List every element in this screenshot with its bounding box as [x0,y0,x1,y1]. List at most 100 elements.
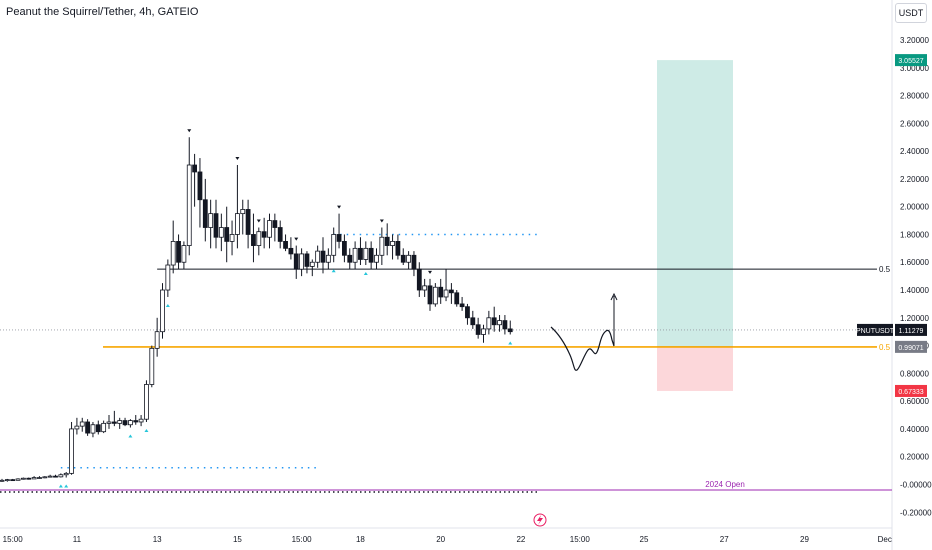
candle [106,421,112,424]
price-tag-label: 0.67333 [898,389,923,396]
candle [491,317,497,326]
x-tick-label: 22 [516,535,525,544]
level-label: 0.5 [879,343,891,352]
candle [20,477,26,480]
candle [256,231,262,246]
candle [465,306,470,319]
candle [261,231,267,238]
candle [406,254,412,263]
x-tick-label: 15 [233,535,242,544]
candle [101,422,107,433]
candle [138,418,144,423]
x-tick-label: 29 [800,535,809,544]
candle [432,286,438,305]
candle [63,472,69,476]
y-tick-label: 2.00000 [900,203,929,212]
candle [363,247,369,260]
candle [224,227,230,242]
candle [443,289,449,298]
y-tick-label: 3.20000 [900,36,929,45]
candle [213,213,219,238]
candle [79,421,85,427]
candle [176,241,181,263]
candle [454,292,460,305]
candle [384,236,390,246]
candle [122,420,128,426]
projection-path [550,326,615,371]
candle [486,317,492,330]
candle [272,220,278,228]
x-tick-label: 25 [640,535,649,544]
fractal-down-marker [294,237,299,241]
candle [133,420,139,423]
fractal-up-marker [331,269,336,273]
candle [154,331,160,349]
candle [245,209,251,235]
x-tick-label: 15:00 [292,535,313,544]
fractal-up-marker [165,303,170,307]
y-tick-label: 2.20000 [900,175,929,184]
y-tick-label: 0.60000 [900,397,929,406]
y-tick-label: 0.20000 [900,453,929,462]
candle [37,477,42,479]
lightning-icon [533,513,547,527]
candle [240,209,246,215]
candle [293,253,299,270]
candle [26,477,32,480]
candle [31,477,37,480]
y-tick-label: 0.40000 [900,425,929,434]
candle [144,384,149,420]
candle [507,328,513,333]
candle [390,241,395,246]
candle [90,424,96,434]
candle [422,285,428,291]
annotation-label: 2024 Open [705,480,745,489]
candle [448,289,454,294]
price-tag-label: 3.05527 [898,58,923,65]
y-tick-label: 1.80000 [900,230,929,239]
level-label: 0.5 [879,265,891,274]
candle [315,250,321,263]
candle [160,289,165,333]
candle [15,478,21,481]
x-tick-label: 18 [356,535,365,544]
fractal-down-marker [379,219,384,223]
y-tick-label: 3.00000 [900,64,929,73]
currency-button[interactable]: USDT [895,3,927,23]
candle [192,164,198,173]
y-tick-label: 1.40000 [900,286,929,295]
candle [127,420,133,426]
price-tag-label: 0.99071 [898,345,923,352]
x-tick-label: Dec [878,535,892,544]
y-tick-label: 1.60000 [900,258,929,267]
symbol-tag-label: PNUTUSDT [856,328,895,335]
candle [53,475,58,478]
candle [395,241,401,256]
fractal-down-marker [256,219,261,223]
candle [299,253,305,270]
symbol-tag [857,323,893,336]
candle [202,199,208,228]
candle [352,247,358,263]
candle [251,234,256,246]
price-tag [895,323,927,336]
candle [368,247,374,263]
candle [47,475,53,478]
fractal-down-marker [337,205,342,209]
candle [197,171,203,201]
candle [218,227,224,238]
candle [427,285,433,305]
y-tick-label: 1.20000 [900,314,929,323]
y-tick-label: 2.40000 [900,147,929,156]
x-tick-label: 15:00 [570,535,591,544]
y-tick-label: -0.00000 [900,480,932,489]
candle [149,347,155,385]
candle [42,476,48,479]
candle [288,247,294,255]
fractal-up-marker [508,341,513,345]
candle [341,241,347,256]
fractal-down-marker [187,129,192,133]
fractal-up-marker [144,428,149,432]
candle [374,254,379,263]
